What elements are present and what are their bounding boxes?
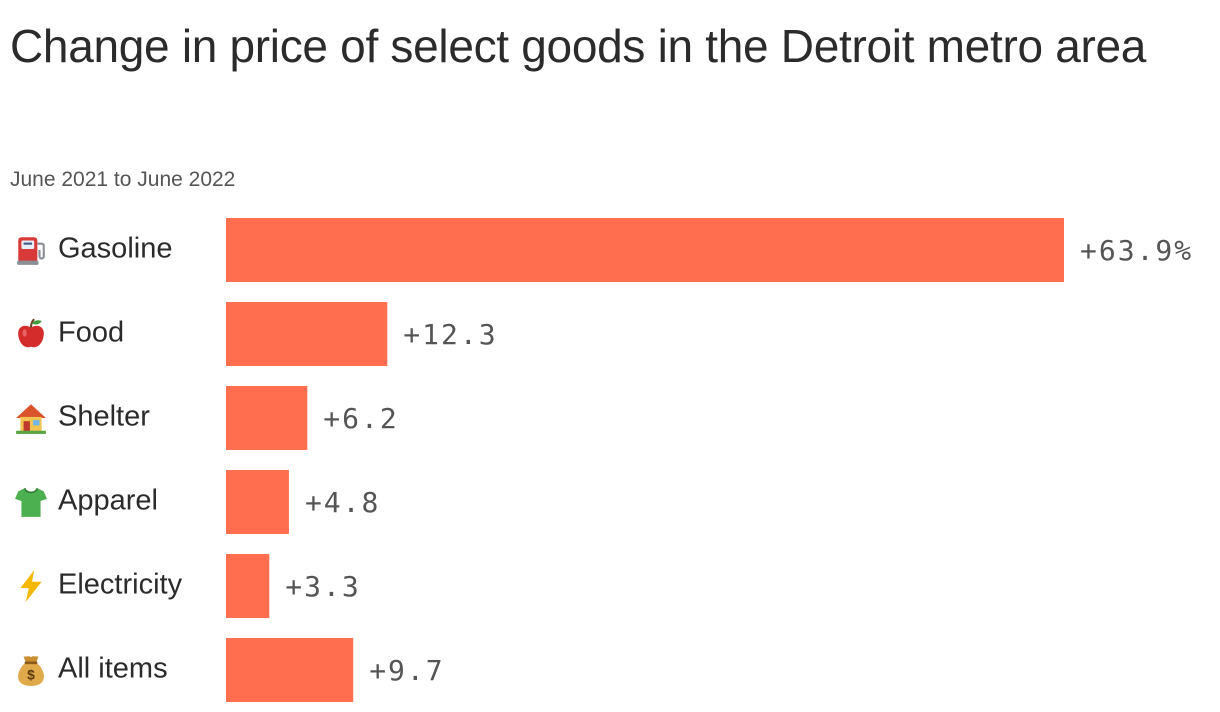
value-label: +9.7 — [369, 654, 444, 687]
bar — [226, 218, 1064, 282]
category-label: Food — [58, 317, 124, 349]
bar — [226, 386, 308, 450]
bar-row-shelter: Shelter +6.2 — [16, 386, 398, 450]
category-label: Shelter — [58, 401, 150, 433]
bar — [226, 470, 289, 534]
bar-row-food: Food +12.3 — [17, 302, 497, 366]
chart-subtitle: June 2021 to June 2022 — [10, 168, 236, 191]
tshirt-icon — [14, 487, 48, 518]
value-label: +3.3 — [285, 570, 360, 603]
bar-row-electricity: Electricity +3.3 — [20, 554, 360, 618]
fuel-pump-icon — [16, 236, 45, 266]
apple-icon — [17, 318, 45, 349]
money-bag-icon — [18, 656, 44, 686]
chart-title: Change in price of select goods in the D… — [10, 20, 1147, 72]
bar — [226, 302, 388, 366]
value-label: +12.3 — [403, 318, 497, 351]
bar-row-apparel: Apparel +4.8 — [14, 470, 380, 534]
category-label: Gasoline — [58, 233, 172, 265]
value-label: +4.8 — [305, 486, 380, 519]
house-icon — [16, 404, 46, 434]
bar-row-gasoline: Gasoline +63.9% — [16, 218, 1193, 282]
bar-row-all-items: All items +9.7 — [18, 638, 444, 702]
category-label: All items — [58, 653, 168, 685]
bar — [226, 638, 354, 702]
value-label: +63.9% — [1080, 234, 1193, 267]
value-label: +6.2 — [323, 402, 398, 435]
category-label: Electricity — [58, 569, 183, 601]
lightning-icon — [20, 570, 42, 602]
bar — [226, 554, 270, 618]
category-label: Apparel — [58, 485, 158, 517]
